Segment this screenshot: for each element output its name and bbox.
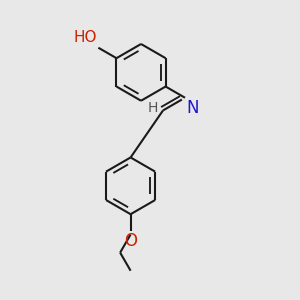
Text: O: O <box>124 232 137 250</box>
Text: H: H <box>147 101 158 115</box>
Text: HO: HO <box>74 30 97 45</box>
Text: N: N <box>187 99 199 117</box>
